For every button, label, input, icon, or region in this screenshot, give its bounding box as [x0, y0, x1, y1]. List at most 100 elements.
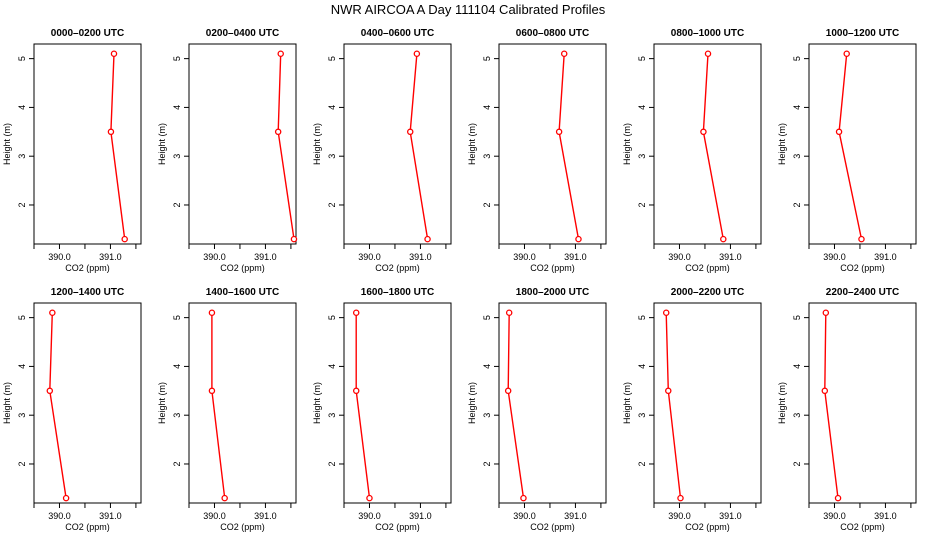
chart-title: 1400–1600 UTC	[206, 287, 279, 298]
y-tick-label: 5	[482, 56, 492, 61]
x-axis-label: CO2 (ppm)	[375, 522, 420, 532]
y-axis-label: Height (m)	[312, 123, 322, 165]
chart-title: 0600–0800 UTC	[516, 28, 589, 39]
plot-frame	[498, 43, 607, 245]
y-axis-label: Height (m)	[312, 382, 322, 424]
y-tick-label: 4	[482, 364, 492, 369]
x-axis-label: CO2 (ppm)	[840, 522, 885, 532]
y-tick-label: 5	[482, 315, 492, 320]
data-point	[406, 128, 414, 136]
x-tick-label: 391.0	[99, 511, 122, 521]
y-tick-label: 4	[637, 364, 647, 369]
plot-frame	[343, 43, 452, 245]
y-tick-label: 4	[172, 364, 182, 369]
x-tick-label: 390.0	[668, 252, 691, 262]
series-line	[355, 312, 371, 499]
data-point	[46, 387, 54, 395]
y-tick-label: 3	[172, 413, 182, 418]
y-tick-label: 3	[327, 413, 337, 418]
y-tick-label: 2	[17, 202, 27, 207]
series-line	[558, 53, 580, 240]
data-point	[208, 387, 216, 395]
chart-panel-1: 0000–0200 UTC 390.0 391.0 2 3 4 5 CO2 (ppm) Heig…	[2, 28, 142, 273]
y-axis-label: Height (m)	[2, 382, 12, 424]
y-axis-label: Height (m)	[2, 123, 12, 165]
y-tick-label: 3	[482, 154, 492, 159]
x-tick-label: 391.0	[719, 252, 742, 262]
data-point	[704, 50, 712, 58]
chart-title: 0000–0200 UTC	[51, 28, 124, 39]
y-tick-label: 2	[482, 461, 492, 466]
chart-title: 1600–1800 UTC	[361, 287, 434, 298]
data-point	[555, 128, 563, 136]
x-tick-label: 390.0	[203, 511, 226, 521]
data-point	[822, 309, 830, 317]
data-point	[274, 128, 282, 136]
chart-panel-6: 1000–1200 UTC 390.0 391.0 2 3 4 5 CO2 (ppm) Heig…	[777, 28, 917, 273]
data-point	[424, 235, 431, 243]
data-point	[560, 50, 568, 58]
data-point	[843, 50, 850, 58]
y-tick-label: 5	[327, 56, 337, 61]
chart-title: 2000–2200 UTC	[671, 287, 744, 298]
x-axis-label: CO2 (ppm)	[220, 263, 265, 273]
data-point	[413, 50, 421, 58]
y-tick-label: 3	[17, 154, 27, 159]
chart-title: 1000–1200 UTC	[826, 28, 899, 39]
data-point	[821, 387, 829, 395]
x-tick-label: 390.0	[823, 252, 846, 262]
series-line	[409, 53, 429, 240]
x-tick-label: 391.0	[254, 252, 277, 262]
data-point	[290, 235, 298, 243]
data-point	[677, 494, 684, 502]
y-tick-label: 3	[792, 154, 802, 159]
y-tick-label: 5	[327, 315, 337, 320]
x-tick-label: 390.0	[668, 511, 691, 521]
x-tick-label: 391.0	[719, 511, 742, 521]
data-point	[208, 309, 216, 317]
data-point	[720, 235, 727, 243]
y-tick-label: 5	[792, 315, 802, 320]
chart-title: 0200–0400 UTC	[206, 28, 279, 39]
y-tick-label: 2	[637, 461, 647, 466]
y-axis-label: Height (m)	[622, 123, 632, 165]
x-axis-label: CO2 (ppm)	[685, 263, 730, 273]
chart-panel-4: 0600–0800 UTC 390.0 391.0 2 3 4 5 CO2 (ppm) Heig…	[467, 28, 607, 273]
data-point	[107, 128, 115, 136]
x-tick-label: 390.0	[203, 252, 226, 262]
y-tick-label: 4	[327, 105, 337, 110]
chart-panel-11: 2000–2200 UTC 390.0 391.0 2 3 4 5 CO2 (ppm) Heig…	[622, 287, 762, 532]
y-tick-label: 2	[482, 202, 492, 207]
y-tick-label: 4	[17, 364, 27, 369]
y-tick-label: 3	[637, 154, 647, 159]
x-axis-label: CO2 (ppm)	[530, 522, 575, 532]
y-axis-label: Height (m)	[467, 123, 477, 165]
y-tick-label: 4	[792, 105, 802, 110]
x-axis-label: CO2 (ppm)	[375, 263, 420, 273]
y-tick-label: 5	[792, 56, 802, 61]
plot-frame	[653, 43, 762, 245]
y-axis-label: Height (m)	[157, 382, 167, 424]
x-tick-label: 390.0	[358, 511, 381, 521]
data-point	[505, 309, 513, 317]
x-axis-label: CO2 (ppm)	[65, 263, 110, 273]
y-axis-label: Height (m)	[777, 123, 787, 165]
chart-panel-7: 1200–1400 UTC 390.0 391.0 2 3 4 5 CO2 (ppm) Heig…	[2, 287, 142, 532]
chart-panel-9: 1600–1800 UTC 390.0 391.0 2 3 4 5 CO2 (ppm) Heig…	[312, 287, 452, 532]
plot-frame	[188, 302, 297, 504]
y-tick-label: 5	[637, 315, 647, 320]
y-axis-label: Height (m)	[467, 382, 477, 424]
y-tick-label: 5	[637, 56, 647, 61]
chart-title: 0800–1000 UTC	[671, 28, 744, 39]
x-tick-label: 391.0	[409, 252, 432, 262]
data-point	[366, 494, 373, 502]
series-line	[49, 312, 67, 499]
y-tick-label: 5	[17, 315, 27, 320]
data-point	[520, 494, 527, 502]
series-line	[507, 312, 525, 499]
chart-title: 1800–2000 UTC	[516, 287, 589, 298]
data-point	[352, 309, 360, 317]
y-tick-label: 4	[327, 364, 337, 369]
y-tick-label: 2	[172, 202, 182, 207]
plot-frame	[188, 43, 297, 245]
